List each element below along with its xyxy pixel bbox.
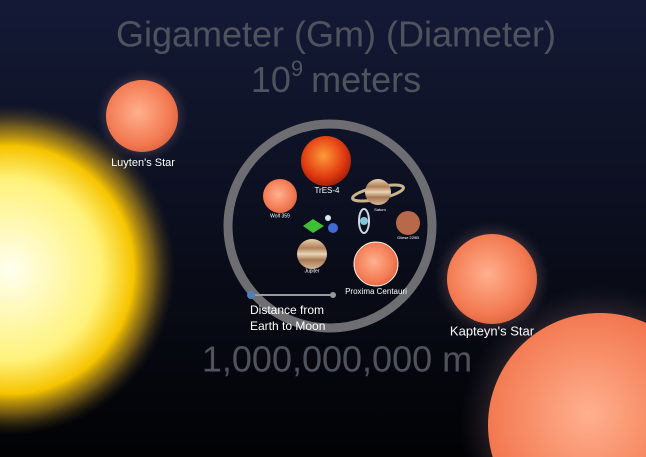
scale-base: 10 xyxy=(251,59,291,100)
proxima-centauri xyxy=(353,241,399,287)
object-label: Saturn xyxy=(374,207,386,212)
scale-exponent: 9 xyxy=(291,56,303,81)
scale-unit: meters xyxy=(311,59,421,100)
small-object xyxy=(303,219,324,233)
object-label: Kapteyn's Star xyxy=(450,323,535,338)
neptune xyxy=(328,223,338,233)
large-star xyxy=(488,313,646,457)
kapteyn-star xyxy=(447,234,537,324)
moon-orbit-ring xyxy=(223,119,437,333)
distance-label: Distance from xyxy=(250,303,324,317)
scale-power: 109 meters xyxy=(251,56,421,100)
jupiter xyxy=(297,239,327,269)
earth xyxy=(247,291,255,299)
object-label: TrES-4 xyxy=(314,186,340,195)
moon xyxy=(330,292,336,298)
length-label: 1,000,000,000 m xyxy=(202,339,472,380)
title: Gigameter (Gm) (Diameter) xyxy=(116,14,556,55)
saturn xyxy=(365,179,391,205)
object-label: Gliese 229B xyxy=(397,235,419,240)
wolf-359 xyxy=(263,179,297,213)
gliese-229b xyxy=(396,211,420,235)
uranus xyxy=(360,217,368,225)
uranus-rings xyxy=(358,208,370,234)
small-planet xyxy=(325,215,331,221)
tres-4 xyxy=(301,136,351,186)
object-label: Wolf 359 xyxy=(270,213,290,219)
distance-label: Earth to Moon xyxy=(250,319,325,333)
object-label: Proxima Centauri xyxy=(345,287,407,296)
object-label: Jupiter xyxy=(304,268,319,274)
sun xyxy=(0,105,175,435)
luyten-star xyxy=(106,80,178,152)
object-label: Luyten's Star xyxy=(111,157,175,169)
